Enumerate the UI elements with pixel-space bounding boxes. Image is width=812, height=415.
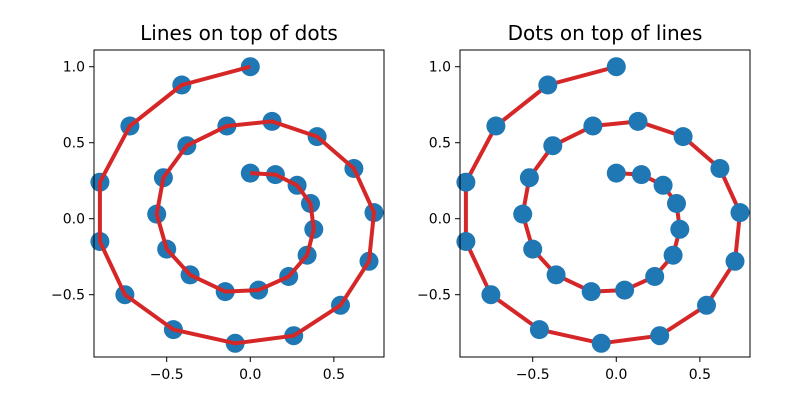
y-tick-label: 1.0 (429, 60, 451, 76)
x-tick-label: 0.5 (323, 367, 345, 383)
y-tick-label: 0.5 (429, 136, 451, 152)
data-point-28 (538, 75, 558, 95)
chart-title: Dots on top of lines (508, 21, 703, 45)
right-chart-panel: Dots on top of lines −0.5 0.0 0.5 −0.5 0.0 0.… (417, 21, 751, 383)
y-tick-label: −0.5 (51, 288, 85, 304)
data-point-11 (513, 204, 533, 224)
data-point-4 (670, 219, 690, 239)
left-chart-panel: Lines on top of dots −0.5 0.0 0.5 −0.5 0.0 0.… (51, 21, 385, 383)
axis-ticks: −0.5 0.0 0.5 −0.5 0.0 0.5 1.0 (51, 60, 345, 383)
data-point-0 (240, 163, 260, 183)
data-point-7 (615, 280, 635, 300)
data-point-20 (697, 295, 716, 315)
data-point-10 (523, 239, 543, 259)
y-tick-label: 0.5 (63, 136, 85, 152)
plot-frame (459, 49, 751, 358)
spiral-line (97, 64, 376, 346)
data-point-12 (519, 168, 539, 188)
data-point-18 (730, 203, 750, 223)
data-point-19 (725, 251, 745, 271)
y-tick-label: 0.0 (429, 212, 451, 228)
data-point-26 (456, 172, 476, 192)
data-point-2 (653, 175, 673, 195)
y-tick-label: 1.0 (63, 60, 85, 76)
axis-ticks: −0.5 0.0 0.5 −0.5 0.0 0.5 1.0 (417, 60, 711, 383)
data-point-29 (606, 57, 626, 77)
plot-frame (93, 49, 385, 358)
data-point-13 (543, 136, 563, 156)
data-point-8 (581, 282, 601, 302)
y-tick-label: 0.0 (63, 212, 85, 228)
data-point-24 (481, 285, 501, 305)
data-point-23 (529, 320, 549, 340)
data-point-5 (663, 245, 683, 265)
series-dots-layer (90, 57, 384, 353)
data-point-9 (546, 265, 566, 285)
data-point-14 (583, 116, 603, 136)
data-point-15 (628, 111, 648, 131)
data-point-25 (456, 232, 476, 251)
data-point-0 (606, 163, 626, 183)
x-tick-label: −0.5 (516, 367, 550, 383)
data-point-17 (710, 159, 730, 178)
x-tick-label: 0.0 (605, 367, 627, 383)
series-line-layer (97, 64, 376, 346)
data-point-22 (591, 333, 611, 353)
data-point-6 (645, 267, 665, 286)
data-point-27 (486, 116, 506, 136)
data-point-1 (631, 165, 651, 185)
data-point-3 (667, 194, 686, 213)
chart-title: Lines on top of dots (140, 21, 338, 45)
x-tick-label: 0.5 (689, 367, 711, 383)
x-tick-label: 0.0 (239, 367, 261, 383)
y-tick-label: −0.5 (417, 288, 451, 304)
series-dots-layer (456, 57, 750, 353)
data-point-16 (673, 127, 693, 147)
x-tick-label: −0.5 (150, 367, 184, 383)
data-point-21 (650, 326, 670, 346)
